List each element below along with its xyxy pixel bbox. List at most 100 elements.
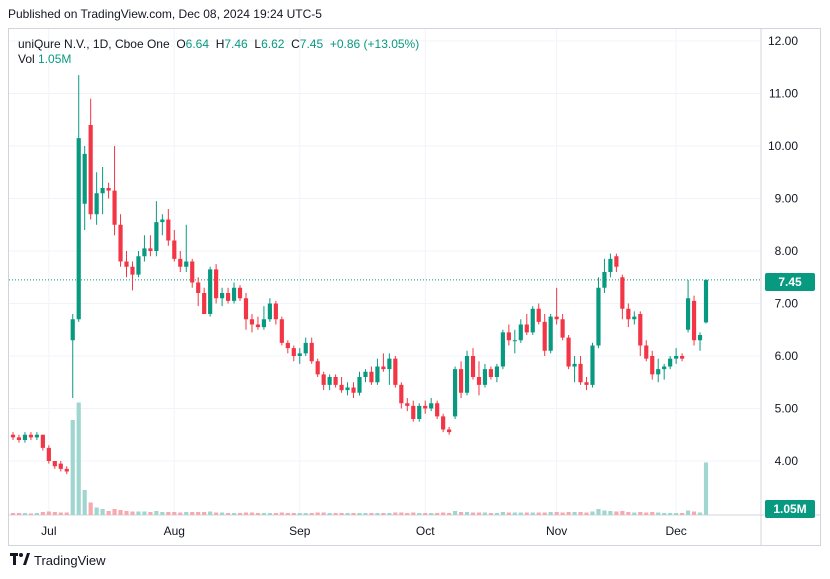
- candle-body: [112, 190, 117, 225]
- volume-bar: [40, 512, 45, 515]
- volume-bar: [100, 509, 105, 515]
- candle-body: [154, 222, 159, 251]
- volume-bar: [554, 512, 559, 515]
- volume-bar: [518, 512, 523, 515]
- candle-body: [381, 366, 386, 370]
- candle-body: [237, 287, 243, 299]
- volume-bar: [614, 511, 619, 515]
- y-tick-label: 12.00: [768, 34, 798, 48]
- candle-body: [166, 219, 171, 241]
- volume-bar: [112, 509, 117, 515]
- volume-bar: [387, 513, 392, 515]
- candle-body: [22, 434, 28, 440]
- volume-bar: [64, 512, 69, 515]
- candle-body: [345, 387, 350, 391]
- candle-body: [697, 335, 703, 341]
- volume-bar: [220, 512, 225, 515]
- volume-bar: [691, 511, 697, 515]
- candle-body: [470, 356, 476, 377]
- x-tick-label: Nov: [546, 524, 567, 538]
- volume-bar: [345, 513, 350, 515]
- x-tick-label: Dec: [665, 524, 686, 538]
- candle-body: [656, 369, 661, 375]
- candle-body: [524, 324, 529, 333]
- candle-body: [225, 293, 231, 301]
- volume-bar: [441, 512, 446, 515]
- volume-bar: [482, 512, 488, 515]
- candle-body: [399, 384, 404, 404]
- volume-value: 1.05M: [38, 52, 72, 66]
- candle-body: [261, 319, 267, 328]
- volume-bar: [136, 511, 141, 515]
- candle-body: [130, 266, 135, 275]
- volume-bar: [399, 512, 404, 515]
- volume-bar: [542, 512, 547, 515]
- volume-bar: [118, 510, 123, 515]
- volume-bar: [363, 513, 368, 515]
- candle-body: [435, 403, 440, 417]
- volume-bar: [285, 513, 290, 515]
- volume-bar: [393, 512, 398, 515]
- y-tick-label: 11.00: [769, 87, 798, 101]
- candle-body: [351, 387, 356, 393]
- candle-body: [393, 358, 398, 385]
- volume-bar: [381, 513, 386, 515]
- candle-body: [518, 324, 523, 341]
- volume-bar: [76, 402, 81, 515]
- candle-body: [190, 261, 195, 283]
- volume-bar: [506, 512, 511, 515]
- tradingview-brand[interactable]: TradingView: [10, 553, 106, 568]
- volume-bar: [590, 511, 595, 515]
- legend-low-label: L: [254, 37, 262, 51]
- y-tick-label: 8.00: [775, 244, 799, 258]
- volume-bar: [154, 511, 159, 515]
- volume-bar: [560, 512, 565, 515]
- candle-body: [674, 356, 679, 359]
- candle-body: [566, 337, 571, 367]
- candle-body: [626, 308, 631, 320]
- volume-bar: [148, 512, 153, 515]
- candle-body: [363, 371, 368, 377]
- candle-body: [142, 248, 147, 257]
- volume-bar: [327, 513, 332, 515]
- volume-bar: [190, 512, 195, 515]
- candle-body: [458, 369, 464, 393]
- volume-bar: [333, 513, 338, 515]
- candle-body: [620, 277, 625, 309]
- candle-body: [333, 377, 338, 385]
- candle-body: [530, 308, 535, 333]
- candle-body: [100, 188, 105, 194]
- volume-bar: [488, 513, 494, 515]
- volume-bar: [476, 512, 482, 515]
- volume-bar: [172, 512, 177, 515]
- volume-bar: [351, 513, 356, 515]
- candlestick-chart[interactable]: 4.00 5.00 6.00 7.00 8.00 9.00 10.00 11.00 12.00 J…: [9, 29, 821, 545]
- candle-body: [548, 316, 553, 351]
- volume-bar: [417, 513, 422, 515]
- volume-bar: [435, 513, 440, 515]
- legend-close-value: 7.45: [299, 37, 324, 51]
- y-tick-label: 9.00: [775, 192, 799, 206]
- volume-bar: [375, 513, 380, 515]
- candle-body: [680, 356, 685, 359]
- volume-bar: [602, 510, 607, 515]
- published-caption: Published on TradingView.com, Dec 08, 20…: [8, 7, 322, 21]
- candle-body: [267, 303, 272, 320]
- volume-label: Vol: [18, 52, 35, 66]
- volume-bar: [279, 512, 284, 515]
- candle-body: [703, 279, 709, 323]
- volume-bar: [142, 511, 147, 515]
- volume-bar: [315, 512, 320, 515]
- candle-body: [327, 377, 332, 385]
- candle-body: [88, 125, 93, 215]
- volume-bar: [685, 510, 691, 515]
- candle-body: [638, 314, 643, 346]
- volume-bar: [650, 512, 655, 515]
- volume-bar: [620, 511, 625, 515]
- candle-body: [536, 308, 541, 322]
- volume-bar: [178, 512, 183, 515]
- candle-body: [423, 405, 428, 409]
- last-price-tag: 7.45: [765, 273, 815, 291]
- volume-bar: [369, 513, 374, 515]
- volume-bar: [697, 512, 703, 515]
